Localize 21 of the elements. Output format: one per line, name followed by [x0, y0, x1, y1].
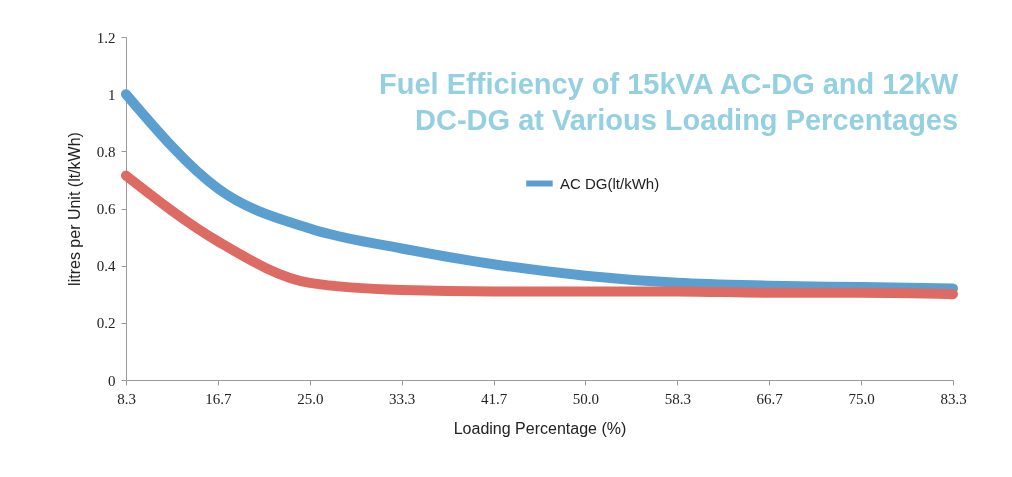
x-tick-label: 66.7 — [756, 390, 784, 407]
x-tick-label: 83.3 — [940, 390, 967, 407]
legend-label: AC DG(lt/kWh) — [559, 174, 660, 192]
y-tick-label: 0.2 — [96, 315, 116, 332]
x-tick-label: 75.0 — [848, 390, 875, 407]
y-tick-label: 0.8 — [96, 143, 116, 160]
text: Fuel Efficiency of 15kVA AC-DG and 12kW DC-DG at Various Loading Percentages — [379, 68, 959, 136]
x-tick-label: 33.3 — [389, 390, 416, 407]
y-tick-label: 0.6 — [96, 201, 116, 217]
x-tick-label: 50.0 — [572, 390, 600, 407]
y-tick-label: 1.2 — [96, 29, 116, 46]
x-axis-title: Loading Percentage (%) — [453, 419, 627, 437]
y-tick-label: 0 — [108, 372, 116, 389]
y-axis-title: litres per Unit (lt/kWh) — [65, 132, 83, 286]
x-tick-label: 58.3 — [664, 390, 691, 407]
x-tick-label: 16.7 — [205, 390, 233, 407]
y-tick-label: 0.4 — [96, 258, 116, 275]
x-tick-label: 41.7 — [480, 390, 508, 407]
y-tick-label: 1 — [108, 86, 116, 103]
x-tick-label: 8.3 — [117, 390, 136, 407]
x-tick-label: 25.0 — [297, 390, 324, 407]
